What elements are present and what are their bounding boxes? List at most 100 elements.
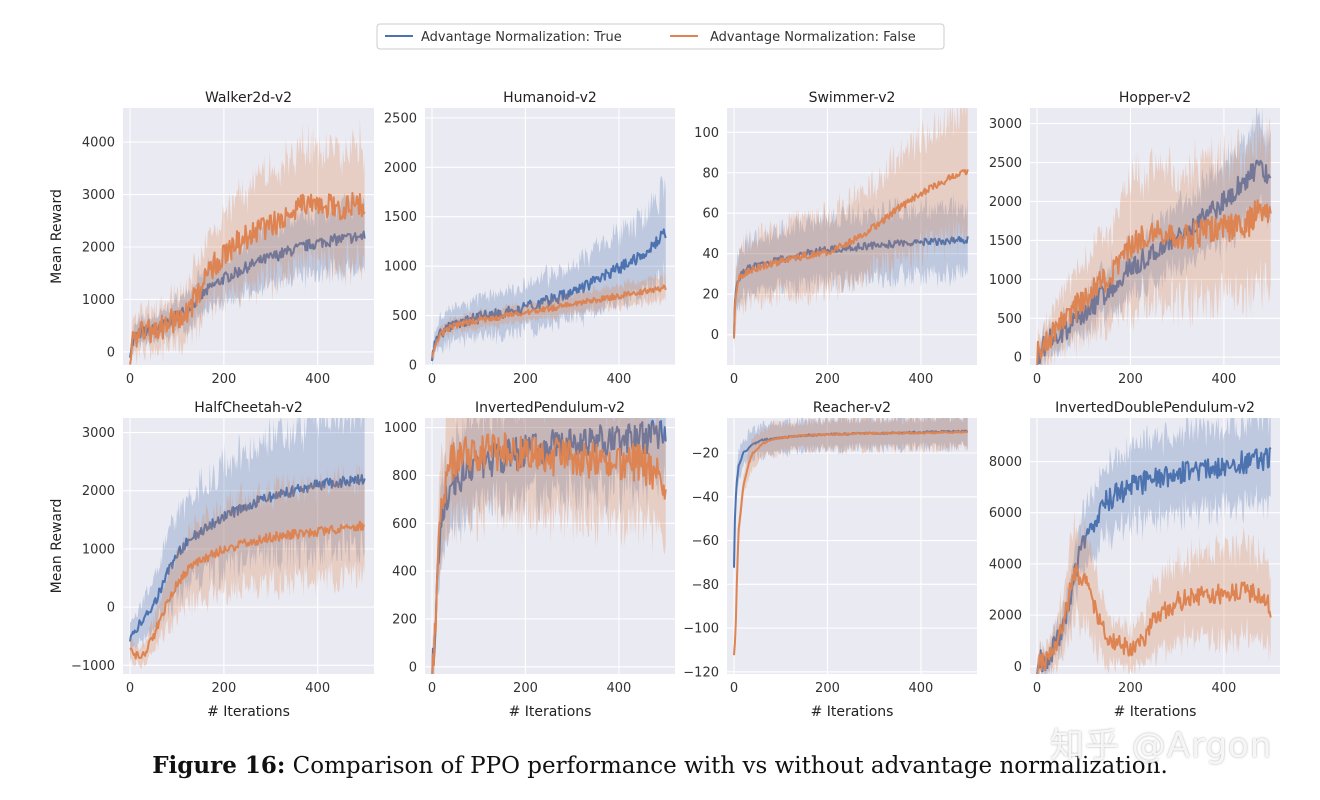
x-axis-label: # Iterations xyxy=(811,704,894,720)
chart-title: InvertedDoublePendulum-v2 xyxy=(1055,400,1255,416)
series-band xyxy=(432,418,666,674)
chart-panel: 0 200 400 −120 −100 −80 −60 −40 −20 Reacher-v2 # I… xyxy=(683,400,977,720)
caption-text: Comparison of PPO performance with vs wi… xyxy=(292,753,1168,779)
series-group xyxy=(1036,418,1272,674)
x-tick-label: 0 xyxy=(126,372,134,387)
y-tick-label: 3000 xyxy=(82,188,115,203)
chart-title: Walker2d-v2 xyxy=(205,90,292,106)
x-tick-label: 0 xyxy=(730,372,738,387)
x-axis-label: # Iterations xyxy=(207,704,290,720)
plot-area xyxy=(727,108,977,365)
x-tick-label: 0 xyxy=(1033,681,1041,696)
y-tick-label: 4000 xyxy=(989,557,1022,572)
x-tick-label: 0 xyxy=(428,681,436,696)
x-tick-label: 0 xyxy=(126,681,134,696)
series-group xyxy=(129,418,366,670)
x-tick-label: 200 xyxy=(1118,372,1143,387)
series-group xyxy=(733,108,969,349)
y-tick-label: 2000 xyxy=(82,240,115,255)
chart-title: Reacher-v2 xyxy=(813,400,891,416)
y-tick-label: −80 xyxy=(692,578,719,593)
x-tick-label: 400 xyxy=(305,681,330,696)
chart-title: Humanoid-v2 xyxy=(503,90,597,106)
y-tick-label: 500 xyxy=(392,309,417,324)
y-tick-label: 0 xyxy=(409,660,417,675)
y-tick-label: 400 xyxy=(392,565,417,580)
x-tick-label: 400 xyxy=(1212,681,1237,696)
series-line xyxy=(1036,563,1272,674)
chart-title: Hopper-v2 xyxy=(1119,90,1191,106)
series-band xyxy=(432,270,666,362)
chart-title: Swimmer-v2 xyxy=(809,90,896,106)
series-line xyxy=(431,432,667,674)
series-line xyxy=(129,520,366,660)
x-tick-label: 200 xyxy=(815,372,840,387)
x-axis-label: # Iterations xyxy=(509,704,592,720)
chart-title: InvertedPendulum-v2 xyxy=(475,400,625,416)
y-tick-label: 1000 xyxy=(989,273,1022,288)
chart-panel: 0 200 40002000400060008000InvertedDoublePe… xyxy=(989,400,1280,720)
y-tick-label: 20 xyxy=(702,288,719,303)
y-tick-label: 1500 xyxy=(989,234,1022,249)
y-tick-label: 800 xyxy=(392,469,417,484)
x-tick-label: 400 xyxy=(607,681,632,696)
y-tick-label: 8000 xyxy=(989,455,1022,470)
x-tick-label: 200 xyxy=(1118,681,1143,696)
legend: Advantage Normalization: True Advantage … xyxy=(376,23,945,50)
y-tick-label: 2000 xyxy=(384,161,417,176)
caption-label: Figure 16: xyxy=(152,752,286,779)
watermark: 知乎 @Argon xyxy=(1050,726,1273,766)
y-tick-label: 0 xyxy=(107,345,115,360)
y-tick-label: 0 xyxy=(1014,351,1022,366)
series-line xyxy=(1036,199,1272,365)
x-tick-label: 200 xyxy=(513,681,538,696)
figure-caption: Figure 16: Comparison of PPO performance… xyxy=(0,752,1320,779)
series-line xyxy=(733,430,969,656)
y-tick-label: 2000 xyxy=(989,195,1022,210)
series-band xyxy=(130,418,365,662)
y-tick-label: 4000 xyxy=(82,136,115,151)
chart-panels: 0 200 40001000200030004000Walker2d-v2Mean … xyxy=(49,90,1280,720)
y-axis-label: Mean Reward xyxy=(49,189,65,284)
chart-panel: 0 200 400 0 500 1000 1500 2000 2500 3000 Hopper-v2 xyxy=(989,90,1280,387)
legend-label-false: Advantage Normalization: False xyxy=(710,30,916,45)
series-band xyxy=(130,462,365,670)
x-tick-label: 400 xyxy=(607,372,632,387)
y-tick-label: 100 xyxy=(694,126,719,141)
y-tick-label: 3000 xyxy=(82,426,115,441)
chart-panel: 0 200 400 −1000 0 1000 2000 3000 HalfCheetah-v2 M… xyxy=(49,400,374,720)
y-tick-label: 6000 xyxy=(989,506,1022,521)
y-tick-label: 80 xyxy=(702,166,719,181)
series-group xyxy=(431,418,667,674)
y-tick-label: 500 xyxy=(997,312,1022,327)
x-axis-label: # Iterations xyxy=(1114,704,1197,720)
x-tick-label: 0 xyxy=(428,372,436,387)
series-group xyxy=(431,175,667,365)
y-tick-label: 2000 xyxy=(82,484,115,499)
x-tick-label: 400 xyxy=(305,372,330,387)
chart-panel: 0 200 40001000200030004000Walker2d-v2Mean … xyxy=(49,90,374,387)
x-tick-label: 0 xyxy=(730,681,738,696)
y-tick-label: 3000 xyxy=(989,117,1022,132)
y-tick-label: 2500 xyxy=(989,156,1022,171)
chart-panel: 0 200 400 0 500 1000 1500 2000 2500 Humanoid-v2 xyxy=(384,90,675,387)
series-band xyxy=(734,108,968,348)
y-tick-label: 0 xyxy=(107,601,115,616)
series-group xyxy=(733,418,969,657)
plot-area xyxy=(123,418,374,674)
series-line xyxy=(129,191,366,365)
series-line xyxy=(733,169,969,339)
y-tick-label: 1000 xyxy=(384,421,417,436)
y-tick-label: 1000 xyxy=(384,260,417,275)
y-axis-label: Mean Reward xyxy=(49,499,65,594)
x-tick-label: 400 xyxy=(909,372,934,387)
series-band xyxy=(432,418,666,674)
series-line xyxy=(431,419,667,674)
y-tick-label: −120 xyxy=(683,665,719,680)
y-tick-label: 1000 xyxy=(82,293,115,308)
series-band xyxy=(734,418,968,657)
y-tick-label: 60 xyxy=(702,207,719,222)
y-tick-label: 1500 xyxy=(384,210,417,225)
series-band xyxy=(1037,509,1271,674)
